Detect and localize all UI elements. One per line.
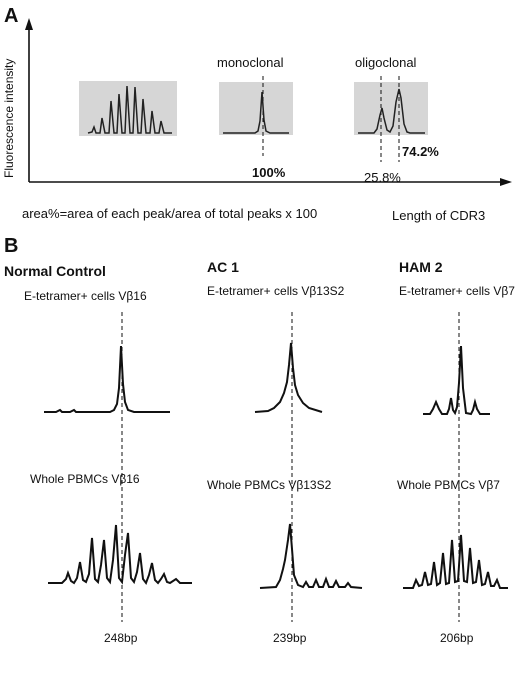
size-label-normal-control: 248bp	[104, 631, 138, 645]
monoclonal-panel	[219, 82, 293, 135]
monoclonal-percent: 100%	[252, 165, 286, 180]
panel-a-y-arrow	[25, 18, 33, 30]
x-axis-label: Length of CDR3	[392, 208, 485, 223]
oligoclonal-title: oligoclonal	[355, 55, 417, 70]
polyclonal-trace	[87, 85, 172, 134]
oligoclonal-panel	[354, 82, 428, 135]
top-caption-ac1: E-tetramer+ cells Vβ13S2	[207, 284, 345, 298]
column-header-normal-control: Normal Control	[4, 263, 106, 279]
oligoclonal-percent-major: 74.2%	[402, 144, 439, 159]
monoclonal-trace	[223, 91, 289, 134]
y-axis-label: Fluorescence intensity	[2, 59, 16, 178]
panel-a-x-arrow	[500, 178, 512, 186]
monoclonal-title: monoclonal	[217, 55, 284, 70]
size-label-ac1: 239bp	[273, 631, 307, 645]
bottom-caption-normal-control: Whole PBMCs Vβ16	[30, 472, 140, 486]
bottom-caption-ham2: Whole PBMCs Vβ7	[397, 478, 500, 492]
size-label-ham2: 206bp	[440, 631, 474, 645]
top-caption-ham2: E-tetramer+ cells Vβ7	[399, 284, 515, 298]
bottom-trace-ac1	[259, 523, 363, 589]
top-trace-ham2	[423, 345, 490, 416]
bottom-trace-normal-control	[48, 524, 192, 586]
top-caption-normal-control: E-tetramer+ cells Vβ16	[24, 289, 147, 303]
oligoclonal-trace	[358, 88, 425, 134]
panel-b-label: B	[4, 235, 18, 257]
bottom-caption-ac1: Whole PBMCs Vβ13S2	[207, 478, 332, 492]
column-header-ac1: AC 1	[207, 259, 239, 275]
top-trace-normal-control	[44, 345, 170, 413]
area-formula: area%=area of each peak/area of total pe…	[22, 206, 317, 221]
bottom-trace-ham2	[403, 534, 508, 589]
top-trace-ac1	[254, 342, 323, 413]
oligoclonal-percent-minor: 25.8%	[364, 170, 401, 185]
column-header-ham2: HAM 2	[399, 259, 443, 275]
panel-a-label: A	[4, 5, 18, 27]
